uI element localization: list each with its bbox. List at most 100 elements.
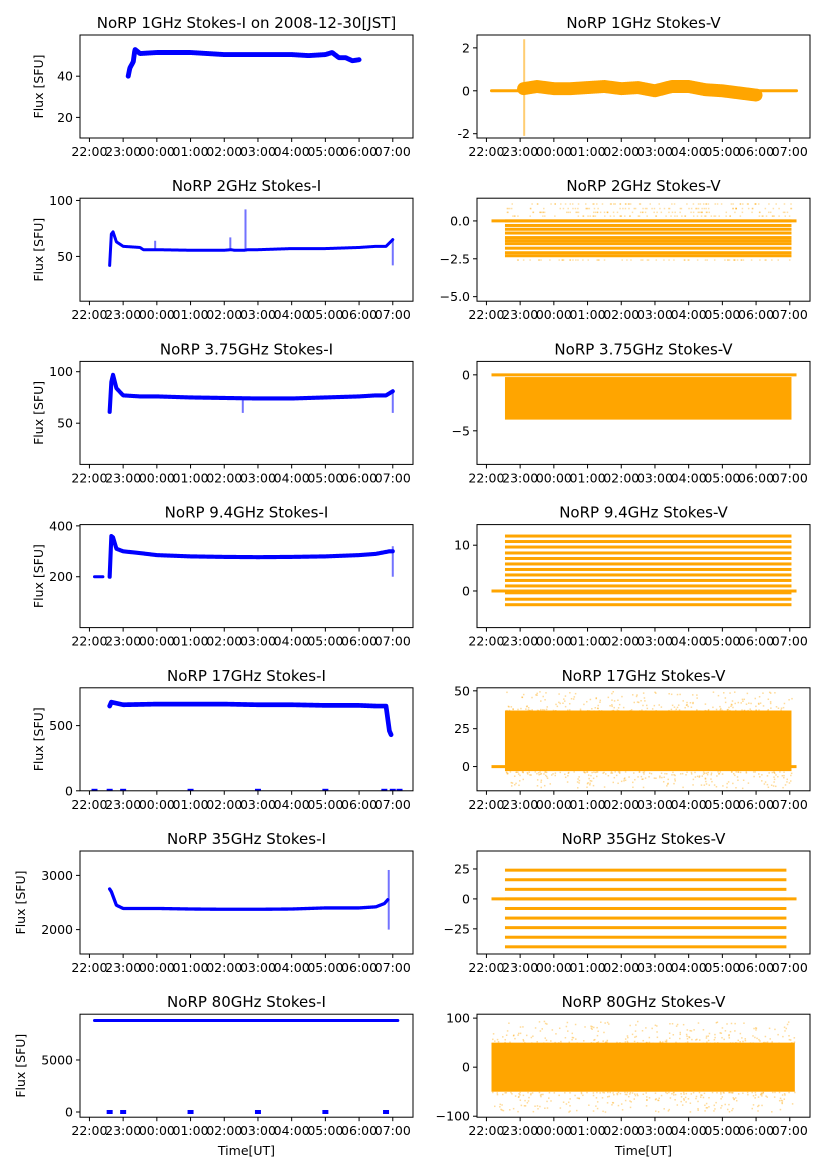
y-tick-label: 100 xyxy=(446,1011,470,1026)
data-point xyxy=(696,775,699,778)
data-point xyxy=(777,1033,779,1036)
data-point xyxy=(596,1026,598,1029)
x-tick-label: 23:00 xyxy=(502,144,538,159)
y-axis-label: Flux [SFU] xyxy=(31,544,46,608)
data-point xyxy=(754,1036,756,1039)
data-point xyxy=(729,215,732,217)
data-band-level xyxy=(504,223,792,227)
data-point xyxy=(643,697,646,699)
x-tick-label: 23:00 xyxy=(502,470,538,485)
data-point xyxy=(627,1036,629,1039)
data-point xyxy=(777,707,780,710)
data-point xyxy=(605,1041,607,1043)
data-point xyxy=(596,1107,599,1110)
data-point xyxy=(661,710,664,713)
data-point xyxy=(651,1027,653,1030)
data-point xyxy=(604,215,606,217)
x-tick-label: 02:00 xyxy=(603,1123,639,1138)
data-point xyxy=(728,1034,730,1037)
data-point xyxy=(705,772,708,774)
data-point xyxy=(737,701,740,704)
x-tick-label: 03:00 xyxy=(637,307,673,322)
data-point xyxy=(781,1094,784,1096)
data-point xyxy=(707,1039,710,1042)
data-band-level xyxy=(504,246,792,250)
data-point xyxy=(768,691,771,694)
data-point xyxy=(727,708,729,711)
data-point xyxy=(679,1033,682,1036)
data-point xyxy=(544,1107,546,1109)
data-point xyxy=(783,774,785,777)
data-point xyxy=(705,211,708,214)
data-point xyxy=(682,1091,685,1094)
data-point xyxy=(788,259,791,261)
data-point xyxy=(704,215,706,217)
x-tick-label: 06:00 xyxy=(341,797,377,812)
x-tick-label: 05:00 xyxy=(704,797,740,812)
chart-panel-80GHz-I: NoRP 80GHz Stokes-I22:0023:0000:0001:000… xyxy=(13,993,414,1158)
data-point xyxy=(749,1042,752,1044)
axes-frame xyxy=(79,360,414,465)
data-point xyxy=(613,776,616,779)
data-point xyxy=(537,1108,539,1110)
data-point xyxy=(788,699,790,701)
data-point xyxy=(720,1091,722,1094)
data-point xyxy=(692,203,695,205)
data-point xyxy=(752,207,754,210)
data-point xyxy=(688,259,690,261)
data-point xyxy=(514,1037,516,1040)
data-point xyxy=(706,211,708,214)
data-point xyxy=(712,691,715,693)
data-point xyxy=(717,1042,719,1044)
data-point xyxy=(546,1042,549,1045)
data-point xyxy=(660,772,663,774)
data-point xyxy=(706,773,709,776)
plot-area xyxy=(91,699,403,791)
data-point xyxy=(727,259,729,261)
data-point xyxy=(675,1041,677,1044)
data-point xyxy=(690,1093,693,1095)
data-point xyxy=(617,1091,620,1094)
data-point xyxy=(593,211,595,214)
data-point xyxy=(708,1097,710,1099)
data-point xyxy=(739,710,742,713)
data-point xyxy=(683,1093,685,1095)
data-point xyxy=(674,710,676,712)
data-point xyxy=(543,773,545,775)
data-point xyxy=(569,1110,571,1112)
data-point xyxy=(647,1042,650,1045)
data-point xyxy=(582,215,584,217)
data-point xyxy=(642,1093,645,1096)
data-point xyxy=(254,1109,261,1114)
data-band xyxy=(491,1042,795,1092)
data-point xyxy=(506,207,509,210)
data-point xyxy=(640,699,642,702)
data-point xyxy=(606,1102,609,1104)
series-zeros xyxy=(91,788,403,791)
data-point xyxy=(574,692,577,695)
data-point xyxy=(748,710,751,712)
x-tick-label: 22:00 xyxy=(468,470,504,485)
data-point xyxy=(611,1101,614,1104)
data-point xyxy=(735,207,738,210)
data-point xyxy=(692,211,695,214)
y-tick-label: 0 xyxy=(462,583,470,598)
data-point xyxy=(507,211,509,214)
data-point xyxy=(629,1091,632,1094)
data-point xyxy=(643,773,645,775)
data-point xyxy=(544,699,546,701)
data-point xyxy=(667,782,669,785)
data-point xyxy=(715,785,718,788)
data-point xyxy=(559,207,561,210)
x-tick-label: 00:00 xyxy=(536,144,572,159)
data-point xyxy=(531,1042,533,1044)
chart-panel-3.75GHz-V: NoRP 3.75GHz Stokes-V22:0023:0000:0001:0… xyxy=(452,340,811,485)
data-point xyxy=(659,1040,662,1043)
data-point xyxy=(794,1091,796,1094)
data-point xyxy=(657,1111,660,1113)
data-point xyxy=(529,709,531,712)
y-tick-label: 0 xyxy=(462,367,470,382)
x-tick-label: 23:00 xyxy=(105,960,141,975)
y-tick-label: 5000 xyxy=(41,1052,73,1067)
data-point xyxy=(747,782,750,784)
